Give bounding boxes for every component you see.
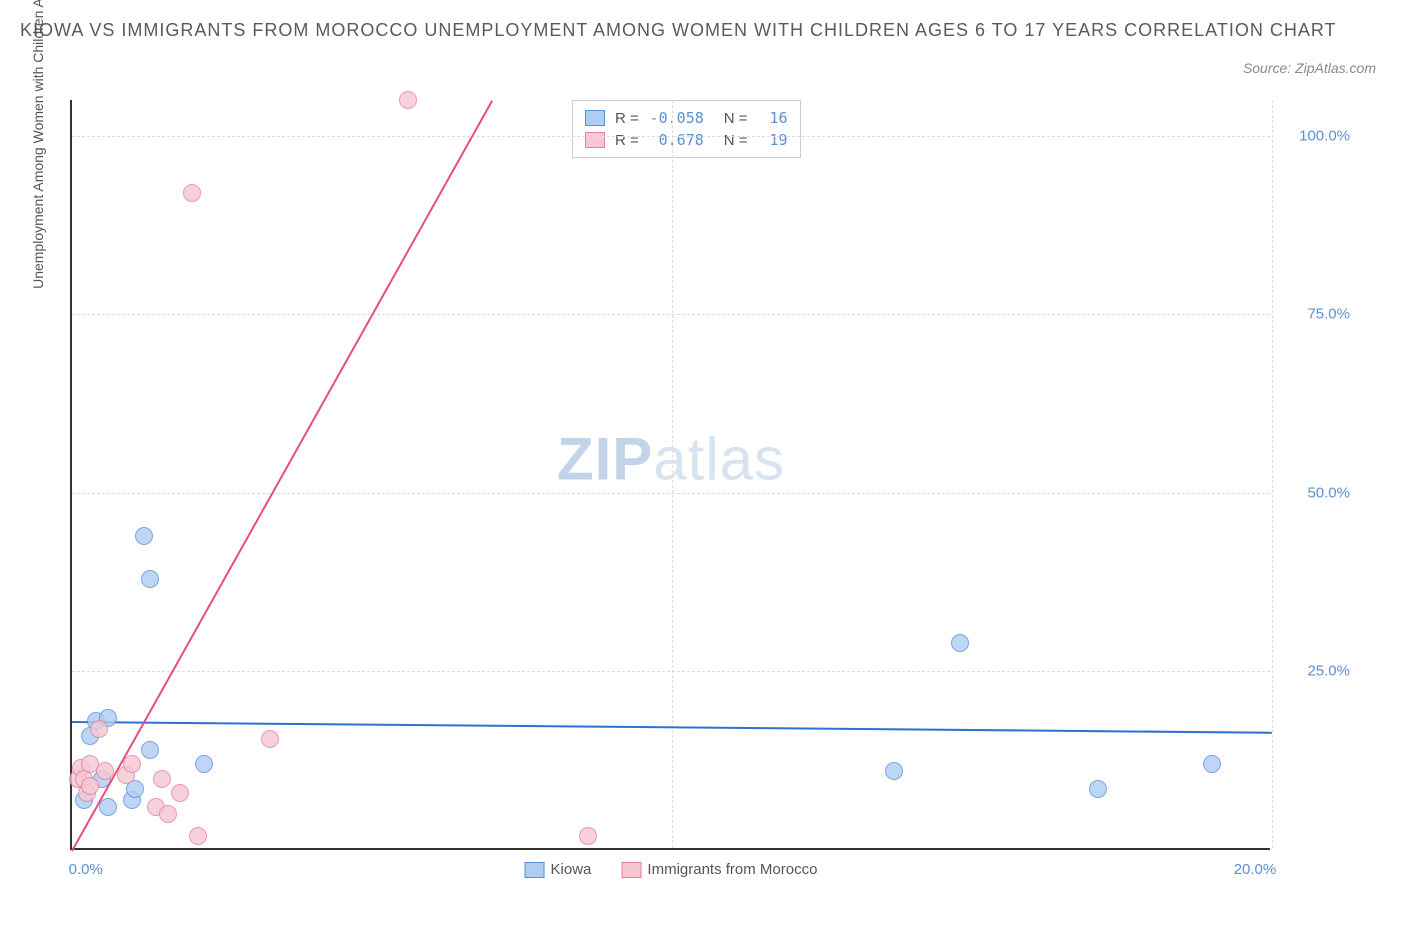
gridline-v bbox=[1272, 100, 1273, 848]
x-tick-label: 0.0% bbox=[69, 861, 103, 878]
data-point bbox=[579, 827, 597, 845]
legend-series-label: Immigrants from Morocco bbox=[647, 861, 817, 878]
data-point bbox=[261, 730, 279, 748]
legend-stats-row: R = -0.058 N = 16 bbox=[585, 107, 788, 129]
watermark: ZIPatlas bbox=[557, 425, 785, 494]
data-point bbox=[141, 741, 159, 759]
source-attribution: Source: ZipAtlas.com bbox=[1243, 60, 1376, 76]
data-point bbox=[96, 762, 114, 780]
data-point bbox=[885, 762, 903, 780]
gridline-h bbox=[72, 136, 1270, 137]
y-axis-label: Unemployment Among Women with Children A… bbox=[30, 0, 46, 289]
trend-line bbox=[71, 101, 493, 852]
legend-swatch bbox=[621, 862, 641, 878]
gridline-h bbox=[72, 671, 1270, 672]
data-point bbox=[123, 755, 141, 773]
data-point bbox=[951, 634, 969, 652]
data-point bbox=[1203, 755, 1221, 773]
legend-stats-row: R = 0.678 N = 19 bbox=[585, 129, 788, 151]
gridline-v bbox=[672, 100, 673, 848]
legend-r-label: R = bbox=[615, 132, 639, 149]
data-point bbox=[81, 777, 99, 795]
data-point bbox=[99, 798, 117, 816]
y-tick-label: 25.0% bbox=[1280, 663, 1350, 680]
legend-stats: R = -0.058 N = 16 R = 0.678 N = 19 bbox=[572, 100, 801, 158]
legend-n-label: N = bbox=[724, 110, 748, 127]
data-point bbox=[171, 784, 189, 802]
data-point bbox=[195, 755, 213, 773]
legend-n-value: 19 bbox=[758, 131, 788, 149]
y-tick-label: 75.0% bbox=[1280, 306, 1350, 323]
legend-r-value: -0.058 bbox=[649, 109, 704, 127]
x-tick-label: 20.0% bbox=[1234, 861, 1277, 878]
legend-r-label: R = bbox=[615, 110, 639, 127]
legend-swatch bbox=[525, 862, 545, 878]
correlation-chart: KIOWA VS IMMIGRANTS FROM MOROCCO UNEMPLO… bbox=[20, 20, 1386, 910]
data-point bbox=[141, 570, 159, 588]
chart-title: KIOWA VS IMMIGRANTS FROM MOROCCO UNEMPLO… bbox=[20, 20, 1386, 41]
data-point bbox=[135, 527, 153, 545]
plot-area: ZIPatlas R =-0.058N =16R =0.678N =19 Kio… bbox=[70, 100, 1270, 850]
y-tick-label: 50.0% bbox=[1280, 484, 1350, 501]
watermark-bold: ZIP bbox=[557, 426, 653, 493]
gridline-h bbox=[72, 493, 1270, 494]
legend-n-value: 16 bbox=[758, 109, 788, 127]
data-point bbox=[189, 827, 207, 845]
legend-series-item: Immigrants from Morocco bbox=[621, 861, 817, 878]
y-tick-label: 100.0% bbox=[1280, 127, 1350, 144]
data-point bbox=[153, 770, 171, 788]
legend-series: Kiowa Immigrants from Morocco bbox=[525, 861, 818, 878]
data-point bbox=[1089, 780, 1107, 798]
legend-series-item: Kiowa bbox=[525, 861, 592, 878]
data-point bbox=[183, 184, 201, 202]
legend-r-value: 0.678 bbox=[649, 131, 704, 149]
watermark-light: atlas bbox=[653, 426, 785, 493]
data-point bbox=[159, 805, 177, 823]
data-point bbox=[90, 720, 108, 738]
data-point bbox=[399, 91, 417, 109]
legend-swatch bbox=[585, 132, 605, 148]
legend-series-label: Kiowa bbox=[551, 861, 592, 878]
legend-n-label: N = bbox=[724, 132, 748, 149]
gridline-h bbox=[72, 314, 1270, 315]
legend-swatch bbox=[585, 110, 605, 126]
